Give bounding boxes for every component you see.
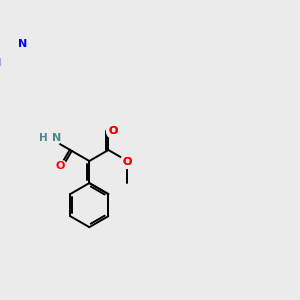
Text: O: O (123, 157, 132, 166)
Text: O: O (123, 157, 132, 167)
Text: N: N (18, 39, 27, 49)
Text: H: H (40, 134, 48, 143)
Text: O: O (108, 126, 118, 136)
Text: O: O (56, 161, 65, 171)
Text: N: N (0, 58, 1, 68)
Text: O: O (108, 126, 118, 136)
Text: N: N (52, 134, 62, 143)
